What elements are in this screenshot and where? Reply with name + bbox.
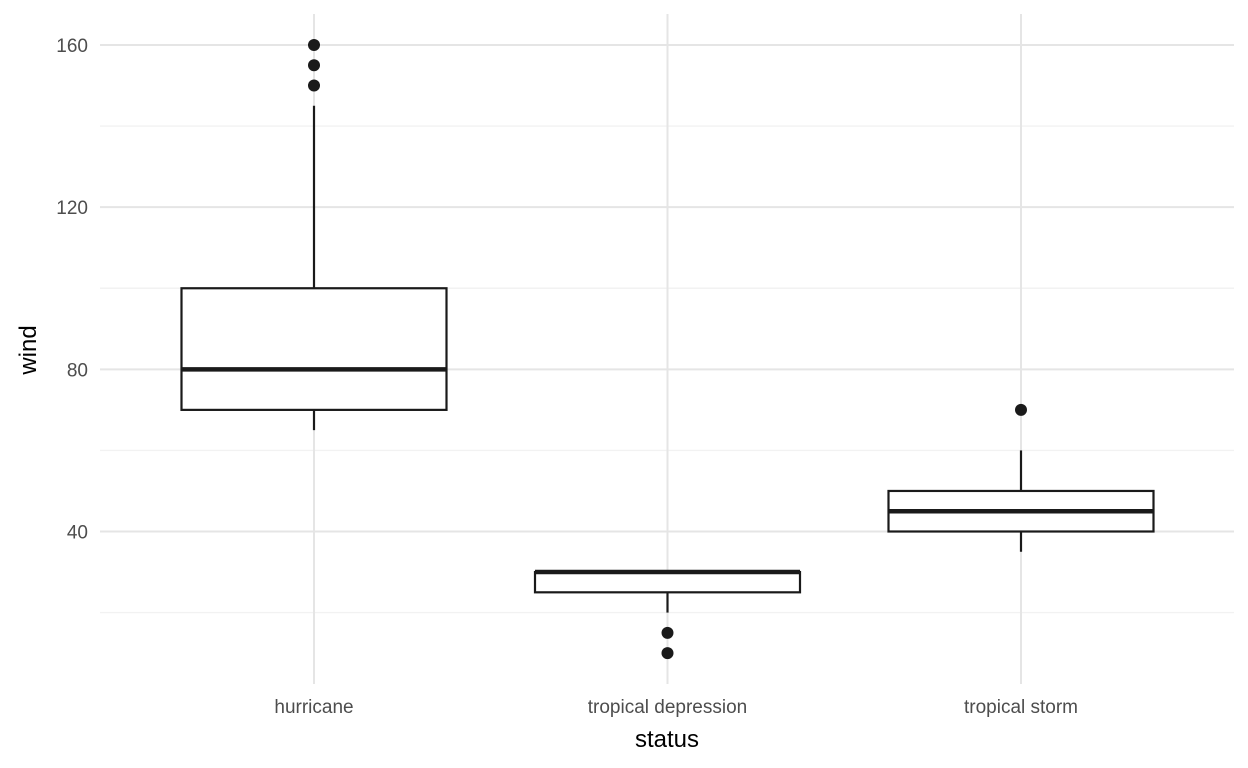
y-tick-label: 40 [67,523,88,544]
box-group [180,38,448,431]
box-group [533,569,802,660]
box-body [180,287,448,411]
outlier-point [308,38,320,51]
outlier-point [308,79,320,92]
y-tick-label: 80 [67,360,88,381]
outlier-point [661,647,674,660]
x-tick-label: tropical storm [964,697,1078,718]
box-body [533,570,802,594]
x-axis-title: status [635,726,699,753]
y-axis-title: wind [15,325,42,375]
x-tick-label: hurricane [274,697,353,718]
outlier-point [308,59,320,72]
tick-label-layer: 40 80 120 160 hurricane tropical depression tr… [56,36,1078,718]
box-layer [180,38,1155,660]
y-tick-label: 160 [56,36,88,57]
box-group [887,403,1155,552]
outlier-point [1015,403,1027,416]
y-tick-label: 120 [56,198,88,219]
outlier-point [661,626,674,639]
x-tick-label: tropical depression [588,697,747,718]
